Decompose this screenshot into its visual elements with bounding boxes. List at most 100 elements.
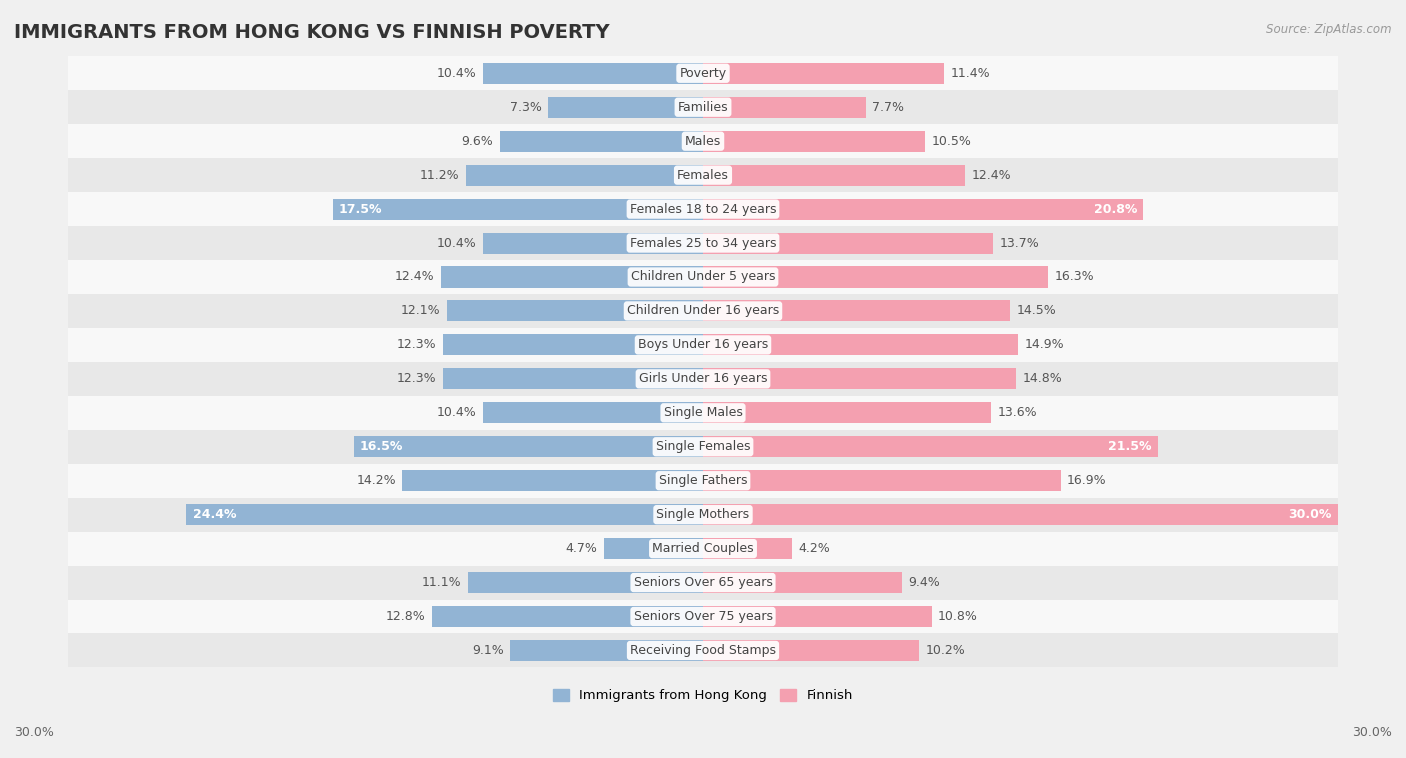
Bar [67,600,1339,634]
Bar [67,294,1339,328]
Text: Seniors Over 75 years: Seniors Over 75 years [634,610,772,623]
Bar [447,300,703,321]
Bar [67,430,1339,464]
Text: 12.1%: 12.1% [401,305,440,318]
Bar [67,634,1339,668]
Bar [67,56,1339,90]
Text: 30.0%: 30.0% [1353,726,1392,739]
Text: 12.3%: 12.3% [396,372,436,385]
Text: 9.1%: 9.1% [472,644,503,657]
Bar [440,267,703,287]
Bar [703,368,1017,390]
Text: 12.3%: 12.3% [396,338,436,352]
Text: 14.9%: 14.9% [1025,338,1064,352]
Text: Married Couples: Married Couples [652,542,754,555]
Text: 7.7%: 7.7% [872,101,904,114]
Bar [703,199,1143,220]
Bar [67,226,1339,260]
Bar [67,498,1339,531]
Bar [499,130,703,152]
Text: 9.4%: 9.4% [908,576,941,589]
Text: 7.3%: 7.3% [510,101,543,114]
Bar [402,470,703,491]
Bar [703,267,1047,287]
Text: 4.2%: 4.2% [799,542,830,555]
Text: 11.4%: 11.4% [950,67,990,80]
Bar [67,396,1339,430]
Bar [482,233,703,254]
Text: Poverty: Poverty [679,67,727,80]
Bar [67,260,1339,294]
Text: Children Under 5 years: Children Under 5 years [631,271,775,283]
Text: 4.7%: 4.7% [565,542,598,555]
Text: Boys Under 16 years: Boys Under 16 years [638,338,768,352]
Text: 10.4%: 10.4% [437,67,477,80]
Text: 30.0%: 30.0% [1288,508,1331,522]
Text: 14.5%: 14.5% [1017,305,1056,318]
Text: 11.1%: 11.1% [422,576,461,589]
Bar [443,334,703,356]
Text: 10.8%: 10.8% [938,610,977,623]
Bar [510,640,703,661]
Text: 30.0%: 30.0% [14,726,53,739]
Bar [432,606,703,627]
Text: Females: Females [678,168,728,182]
Legend: Immigrants from Hong Kong, Finnish: Immigrants from Hong Kong, Finnish [547,684,859,707]
Text: Children Under 16 years: Children Under 16 years [627,305,779,318]
Bar [703,97,866,117]
Bar [187,504,703,525]
Bar [482,63,703,84]
Text: 17.5%: 17.5% [339,202,382,215]
Text: Females 25 to 34 years: Females 25 to 34 years [630,236,776,249]
Text: Single Mothers: Single Mothers [657,508,749,522]
Text: Females 18 to 24 years: Females 18 to 24 years [630,202,776,215]
Bar [67,565,1339,600]
Bar [703,470,1060,491]
Text: 12.8%: 12.8% [385,610,426,623]
Bar [67,90,1339,124]
Bar [67,328,1339,362]
Text: Single Males: Single Males [664,406,742,419]
Text: 12.4%: 12.4% [395,271,434,283]
Text: Single Females: Single Females [655,440,751,453]
Bar [468,572,703,593]
Text: 10.4%: 10.4% [437,236,477,249]
Bar [443,368,703,390]
Text: Source: ZipAtlas.com: Source: ZipAtlas.com [1267,23,1392,36]
Text: Males: Males [685,135,721,148]
Text: 11.2%: 11.2% [420,168,460,182]
Text: 10.2%: 10.2% [925,644,965,657]
Text: 16.5%: 16.5% [360,440,404,453]
Text: 21.5%: 21.5% [1108,440,1152,453]
Text: 20.8%: 20.8% [1094,202,1137,215]
Text: 10.4%: 10.4% [437,406,477,419]
Bar [67,531,1339,565]
Bar [67,362,1339,396]
Bar [67,158,1339,192]
Bar [703,164,966,186]
Bar [703,572,903,593]
Bar [703,334,1018,356]
Bar [67,124,1339,158]
Bar [703,300,1010,321]
Bar [603,538,703,559]
Text: Families: Families [678,101,728,114]
Bar [703,504,1339,525]
Text: 13.6%: 13.6% [997,406,1036,419]
Bar [482,402,703,423]
Bar [703,402,991,423]
Text: 12.4%: 12.4% [972,168,1011,182]
Text: 9.6%: 9.6% [461,135,494,148]
Text: Girls Under 16 years: Girls Under 16 years [638,372,768,385]
Text: Seniors Over 65 years: Seniors Over 65 years [634,576,772,589]
Bar [703,436,1159,457]
Text: Single Fathers: Single Fathers [659,475,747,487]
Text: Receiving Food Stamps: Receiving Food Stamps [630,644,776,657]
Bar [703,640,920,661]
Bar [703,130,925,152]
Text: 16.3%: 16.3% [1054,271,1094,283]
Bar [548,97,703,117]
Text: 10.5%: 10.5% [932,135,972,148]
Text: 14.8%: 14.8% [1022,372,1063,385]
Bar [703,63,945,84]
